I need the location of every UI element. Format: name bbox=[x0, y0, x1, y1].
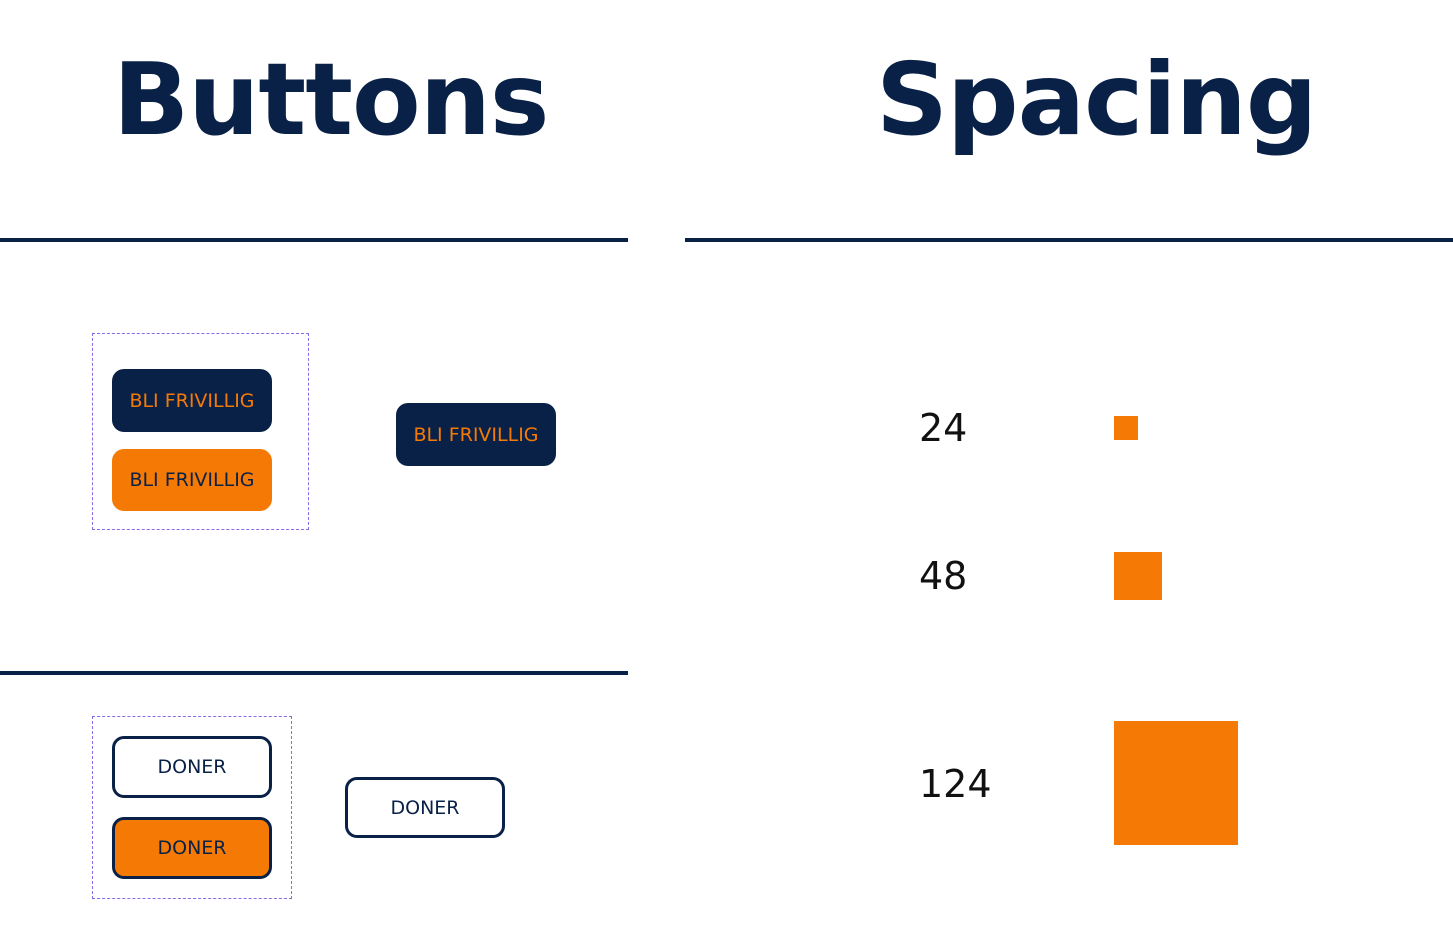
secondary-button-variants-group bbox=[92, 716, 292, 899]
bli-frivillig-button-dark[interactable]: BLI FRIVILLIG bbox=[112, 369, 272, 432]
spacing-swatch-124 bbox=[1114, 721, 1238, 845]
spacing-divider-top bbox=[685, 238, 1453, 242]
bli-frivillig-button[interactable]: BLI FRIVILLIG bbox=[396, 403, 556, 466]
spacing-label-24: 24 bbox=[919, 406, 968, 450]
doner-button-outline[interactable]: DONER bbox=[112, 736, 272, 798]
doner-button-orange[interactable]: DONER bbox=[112, 817, 272, 879]
spacing-heading: Spacing bbox=[876, 41, 1317, 158]
buttons-heading: Buttons bbox=[113, 41, 549, 158]
spacing-swatch-48 bbox=[1114, 552, 1162, 600]
primary-button-variants-group bbox=[92, 333, 309, 530]
spacing-label-124: 124 bbox=[919, 762, 992, 806]
buttons-divider-middle bbox=[0, 671, 628, 675]
spacing-swatch-24 bbox=[1114, 416, 1138, 440]
bli-frivillig-button-orange[interactable]: BLI FRIVILLIG bbox=[112, 449, 272, 511]
doner-button[interactable]: DONER bbox=[345, 777, 505, 838]
buttons-divider-top bbox=[0, 238, 628, 242]
spacing-label-48: 48 bbox=[919, 554, 968, 598]
